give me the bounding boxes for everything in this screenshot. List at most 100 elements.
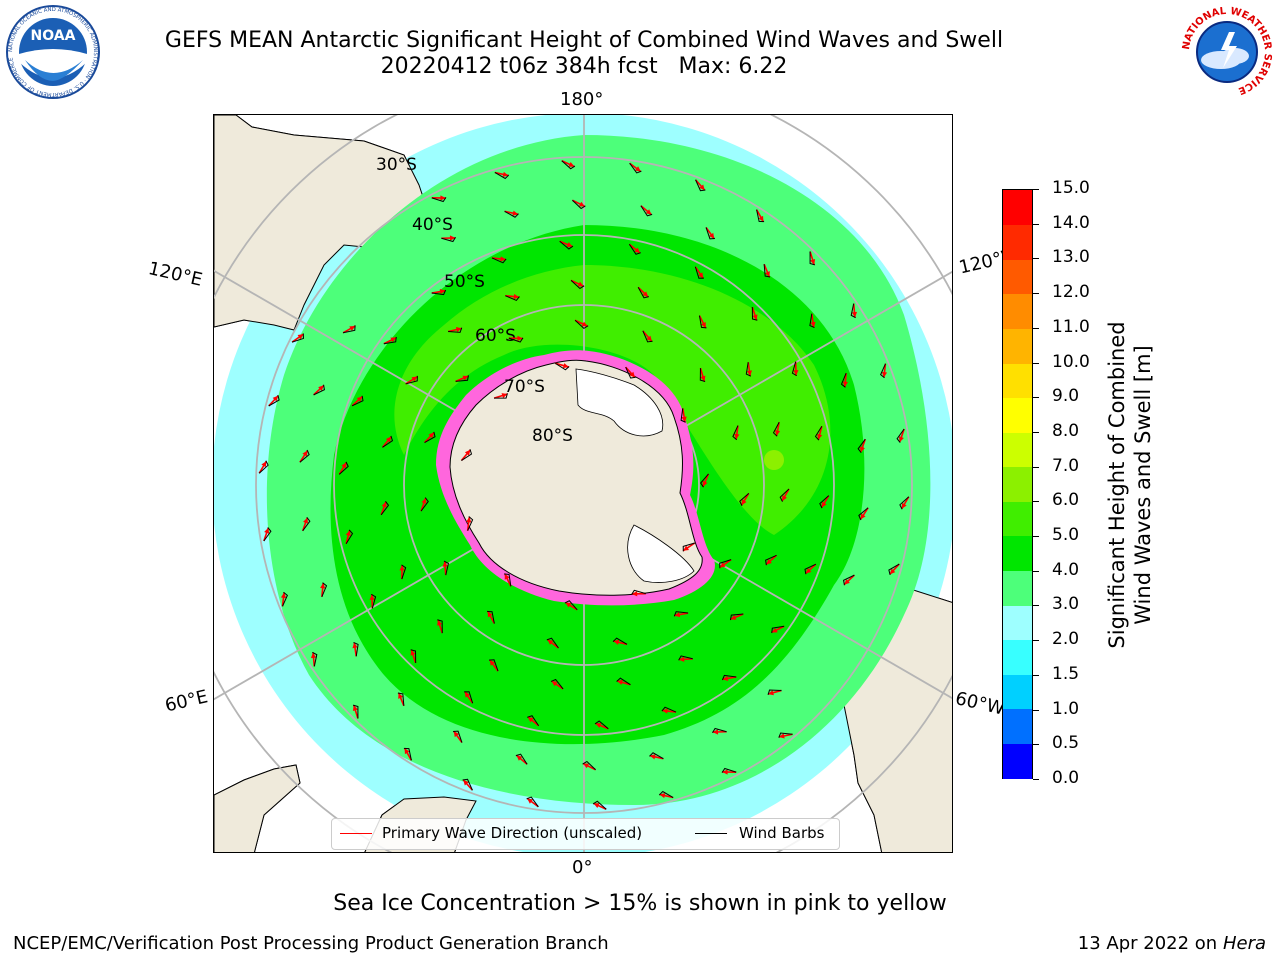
wave-arrow-head [730, 614, 737, 620]
wave-arrow-head [297, 334, 304, 340]
colorbar-tick-mark [1033, 674, 1039, 676]
wave-arrow-head [562, 363, 569, 369]
wave-arrow-head [369, 594, 375, 600]
colorbar-tick-mark [1033, 709, 1039, 711]
colorbar-tick-mark [1033, 536, 1039, 538]
wave-arrow-head [595, 723, 602, 728]
wind-barb [258, 460, 269, 474]
wind-barb [443, 560, 449, 576]
wind-barb [467, 516, 474, 531]
wave-arrow-head [310, 652, 317, 659]
wind-barb [546, 637, 559, 649]
wind-barb [487, 610, 495, 624]
wind-barb [570, 280, 585, 290]
wave-arrow-head [774, 430, 781, 436]
wave-arrow-head [613, 639, 620, 645]
colorbar-tick-mark [1033, 293, 1039, 295]
wind-barb [268, 394, 280, 407]
wind-barb [857, 438, 866, 454]
wind-barb [342, 325, 356, 334]
wave-arrow-head [634, 166, 641, 172]
wave-arrow-head [462, 375, 469, 381]
colorbar-segment [1003, 432, 1032, 468]
wave-arrow-head [681, 416, 687, 423]
wave-arrow-head [700, 375, 706, 382]
lat-label-80s: 80°S [532, 426, 573, 446]
colorbar-tick-label: 12.0 [1052, 282, 1090, 303]
wind-barb [896, 428, 905, 443]
wave-arrow-head [547, 639, 554, 645]
wind-barb [380, 500, 390, 516]
wave-arrow-head [782, 495, 787, 502]
wind-barb [574, 319, 589, 330]
colorbar-segment [1003, 570, 1032, 606]
colorbar-title: Significant Height of Combined Wind Wave… [1104, 321, 1156, 648]
wave-arrow-head [631, 591, 638, 597]
wave-arrow-head [399, 565, 405, 571]
colorbar-tick-label: 11.0 [1052, 316, 1090, 337]
wave-arrow-head [516, 755, 523, 761]
wave-arrow-head [768, 690, 774, 696]
colorbar-tick-label: 0.0 [1052, 768, 1080, 788]
wind-barb [628, 243, 641, 255]
colorbar-tick-label: 13.0 [1052, 247, 1090, 268]
wind-barb [729, 613, 744, 621]
wind-barb [658, 790, 674, 798]
colorbar-segment [1003, 190, 1032, 226]
wave-arrow-head [489, 659, 495, 666]
legend-wave-swatch [340, 833, 372, 834]
wave-arrow-head [502, 171, 509, 177]
wind-barb [448, 327, 463, 333]
wind-barb [678, 655, 693, 661]
wind-barb [527, 715, 540, 727]
wave-arrow-head [464, 449, 471, 456]
wave-arrow-head [352, 642, 358, 649]
wave-arrow-head [859, 446, 865, 453]
wind-barb [745, 362, 752, 377]
wave-arrow-head [517, 335, 523, 341]
legend-wave-label: Primary Wave Direction (unscaled) [382, 824, 643, 842]
wind-barb [721, 767, 737, 773]
colorbar-segment [1003, 466, 1032, 502]
wave-arrow-head [356, 396, 363, 402]
colorbar-title-line1: Significant Height of Combined [1105, 321, 1129, 649]
noaa-logo-text: NOAA [31, 28, 76, 44]
wave-arrow-head [778, 733, 785, 739]
footer-date: 13 Apr 2022 on Hera [1078, 933, 1266, 954]
footer-host: Hera [1222, 933, 1266, 954]
wave-arrow-head [551, 681, 558, 687]
wind-barb [739, 492, 750, 506]
colorbar-tick-label: 15.0 [1052, 178, 1090, 198]
wave-arrow-head [566, 242, 573, 247]
wave-arrow-head [280, 592, 287, 599]
wave-arrow-head [842, 381, 848, 388]
colorbar-tick-mark [1033, 327, 1039, 329]
wave-arrow-head [527, 798, 534, 804]
wave-arrow-head [504, 573, 510, 580]
wave-arrow-head [437, 619, 443, 626]
wind-barb [819, 495, 830, 509]
wave-arrow-head [453, 731, 460, 738]
wind-barb [809, 251, 816, 266]
wave-arrow-head [398, 692, 404, 699]
wind-barb [338, 461, 349, 475]
wave-arrow-head [349, 325, 356, 331]
wind-barb [700, 473, 709, 488]
wind-barb [809, 313, 815, 329]
wave-arrow-head [404, 748, 410, 755]
wind-barb [559, 240, 574, 250]
wind-barb [592, 800, 607, 810]
wind-barb [751, 306, 758, 321]
wind-barb [680, 408, 686, 423]
wave-arrow-head [649, 754, 656, 760]
wave-arrow-head [501, 393, 508, 399]
wind-barb [779, 488, 790, 502]
colorbar-tick-mark [1033, 189, 1039, 190]
wind-barb [721, 674, 737, 681]
map-legend: Primary Wave Direction (unscaled) Wind B… [331, 818, 840, 850]
wave-arrow-head [440, 195, 446, 201]
wind-barb [397, 692, 405, 706]
wind-barb [431, 289, 447, 296]
wind-barb [572, 199, 586, 210]
noaa-logo: NOAA NATIONAL OCEANIC AND ATMOSPHERIC AD… [5, 4, 101, 100]
